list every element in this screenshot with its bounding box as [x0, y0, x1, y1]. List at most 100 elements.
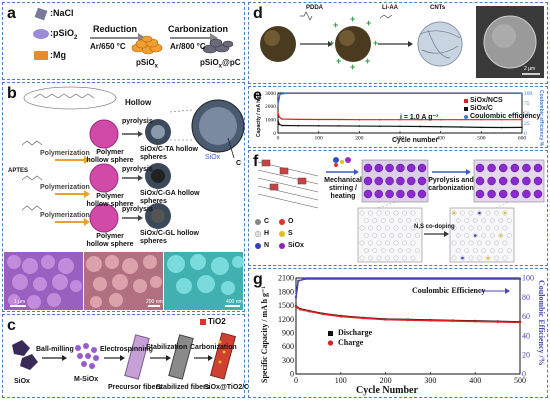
- psio2-icon: [33, 29, 49, 39]
- carbonization-temp: Ar/800 °C: [170, 42, 206, 51]
- chart-g-ylabel: Specific Capacity / mA h g⁻¹: [260, 286, 269, 383]
- chart-e-ytick: 0: [273, 131, 276, 137]
- chart-e-xtick: 0: [277, 136, 280, 142]
- chart-g-legend-charge: Charge: [338, 338, 364, 347]
- chart-e-point: [419, 118, 422, 121]
- siox-composite-middle: [361, 159, 429, 203]
- chart-g-point: [518, 321, 522, 324]
- polymer-sphere-3: [89, 203, 119, 233]
- chart-g-y2label: Coulombic Efficiency /%: [537, 280, 546, 366]
- lattice-pristine: [357, 207, 423, 263]
- precursor-fiber: [124, 334, 150, 380]
- chart-e-y2tick: 75: [524, 101, 530, 107]
- chart-g-point: [406, 318, 410, 322]
- chart-e-point: [439, 125, 442, 128]
- product-psiox: pSiOx: [136, 58, 159, 70]
- chart-g-y2tick: 0: [522, 370, 526, 379]
- reduction-temp: Ar/650 °C: [90, 42, 126, 51]
- chart-g-ytick: 900: [282, 329, 294, 338]
- chart-g-point: [297, 279, 300, 283]
- chart-g-ytick: 600: [282, 342, 294, 351]
- chart-e-legend-marker-ncs: [464, 99, 468, 103]
- step-electrospinning: Electrospinning: [100, 346, 153, 353]
- pdda-label: PDDA: [306, 5, 324, 11]
- chart-e-y2tick: 100: [524, 91, 533, 97]
- legend-siox-dot: [279, 243, 285, 249]
- tio2-legend: TiO2: [208, 317, 226, 326]
- panel-g: g: [248, 268, 548, 398]
- polymerization-label-3: Polymerization: [40, 212, 90, 219]
- chart-e-point: [419, 125, 422, 128]
- scale-400nm: 400 nm: [226, 299, 243, 305]
- legend-h: H: [264, 230, 270, 237]
- scale-200nm: 200 nm: [146, 299, 163, 305]
- chart-e-y2tick: 25: [524, 121, 530, 127]
- chart-e-point: [317, 125, 320, 127]
- lattice-doped: [449, 207, 515, 263]
- carbonization-label: Carbonization: [168, 24, 228, 34]
- doping-label: N,S co-doping: [414, 224, 455, 230]
- chart-g-ytick: 0: [290, 370, 294, 379]
- chart-g-point: [496, 320, 499, 324]
- chart-e-point: [317, 118, 320, 121]
- chart-g-ytick: 1500: [278, 301, 294, 310]
- svg-text:+: +: [333, 20, 338, 30]
- chart-g-y2tick: 60: [522, 312, 530, 321]
- siox-callout: SiOx: [205, 154, 221, 161]
- step-carbonization: Carbonization: [190, 344, 237, 351]
- nacl-icon: [34, 7, 48, 21]
- legend-mg: :Mg: [50, 50, 66, 60]
- chart-e-point: [338, 125, 340, 127]
- reduction-label: Reduction: [93, 24, 137, 34]
- chart-g-y2tick: 100: [522, 274, 534, 283]
- chart-e-point: [281, 124, 283, 127]
- aptes-label: APTES: [8, 168, 29, 174]
- chart-g-ytick: 2100: [278, 274, 294, 283]
- svg-text:+: +: [336, 56, 341, 66]
- siox-tio2-c-fiber: [209, 332, 237, 380]
- precursor-molecules: [333, 157, 351, 167]
- c-callout: C: [236, 160, 242, 167]
- chart-g-series-2: [295, 278, 520, 298]
- chart-e-point: [297, 118, 300, 121]
- chart-e-point: [399, 118, 401, 121]
- chart-g-point: [303, 277, 307, 281]
- result-label-gl: SiOx/C-GL hollow spheres: [140, 230, 199, 245]
- step-pyrolysis: Pyrolysis and carbonization: [428, 177, 474, 192]
- chart-g-xlabel: Cycle Number: [356, 385, 418, 396]
- step-stabilization: Stabilization: [146, 344, 188, 351]
- chart-e-point: [285, 92, 287, 95]
- legend-o: O: [288, 218, 294, 225]
- chart-g-point: [294, 305, 298, 308]
- chart-e-legend-siox-c: SiOx/C: [470, 105, 493, 112]
- legend-siox: SiOx: [288, 242, 304, 249]
- polymer-sphere-label-1: Polymer hollow sphere: [86, 149, 134, 164]
- chart-e-point: [297, 124, 300, 127]
- result-label-ta: SiOx/C-TA hollow spheres: [140, 146, 198, 161]
- chart-e-legend-siox-ncs: SiOx/NCS: [470, 97, 503, 104]
- chart-g-legend-marker-charge: [327, 340, 334, 346]
- panel-d-label: d: [253, 5, 263, 22]
- chart-e-point: [460, 118, 462, 121]
- product-psiox-pc: pSiOx@pC: [200, 58, 241, 70]
- chart-g-y2tick: 20: [522, 350, 530, 359]
- chart-e-point: [521, 92, 523, 95]
- chart-e-point: [500, 126, 503, 129]
- pyrolysis-label-3: pyrolysis: [122, 206, 153, 213]
- panel-e: e: [248, 86, 548, 148]
- chart-e-point: [480, 118, 483, 121]
- psiox-pc-pile: [202, 38, 234, 54]
- chart-e-point: [480, 126, 483, 129]
- panel-c: c: [2, 314, 245, 398]
- siox-particles-middle: [363, 163, 427, 199]
- chart-e-point: [378, 125, 381, 127]
- chart-e-xtick: 100: [315, 136, 324, 142]
- legend-n-dot: [255, 243, 261, 249]
- siox-particles-right: [475, 163, 543, 199]
- chart-g-point: [429, 319, 432, 322]
- svg-text:+: +: [329, 38, 334, 48]
